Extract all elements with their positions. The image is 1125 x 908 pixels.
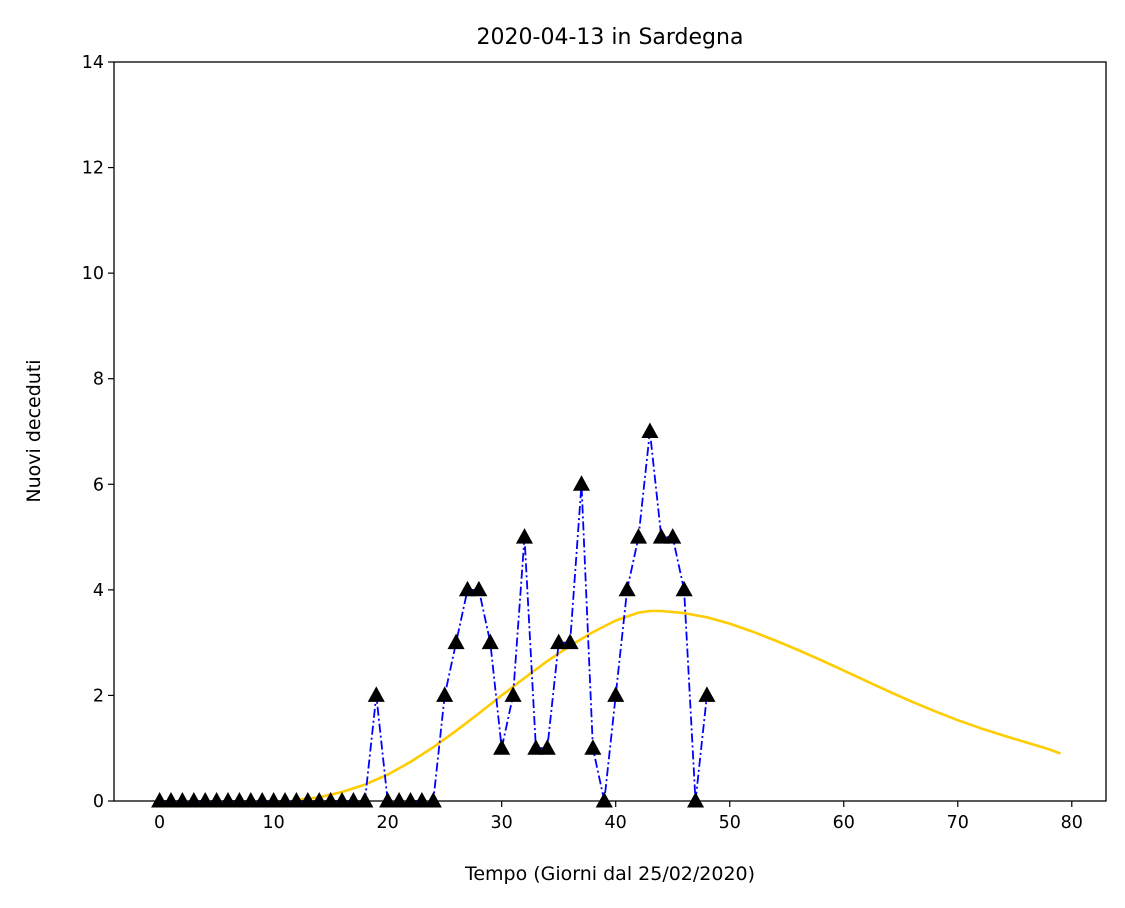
- chart-title: 2020-04-13 in Sardegna: [477, 25, 744, 50]
- x-tick-label: 60: [833, 813, 855, 833]
- data-point-marker: [470, 580, 488, 597]
- y-axis: 0 2 4 6 8 10 12 14: [82, 53, 114, 812]
- data-point-marker: [630, 528, 648, 544]
- y-tick-label: 2: [93, 686, 104, 706]
- x-tick-label: 20: [377, 813, 399, 833]
- data-point-marker: [618, 580, 636, 597]
- data-point-marker: [607, 686, 625, 702]
- data-point-marker: [185, 792, 203, 808]
- x-tick-label: 10: [262, 813, 284, 833]
- data-point-marker: [561, 633, 579, 650]
- x-tick-label: 50: [719, 813, 741, 833]
- data-point-marker: [515, 528, 533, 544]
- data-point-marker: [458, 580, 476, 597]
- data-point-marker: [390, 792, 408, 808]
- data-point-marker: [322, 792, 340, 808]
- data-point-marker: [652, 528, 670, 544]
- data-point-marker: [584, 739, 602, 755]
- data-point-marker: [424, 792, 442, 808]
- y-axis-label: Nuovi deceduti: [23, 359, 45, 502]
- data-point-marker: [572, 475, 590, 491]
- y-tick-label: 4: [93, 581, 104, 601]
- data-point-marker: [698, 686, 716, 702]
- x-tick-label: 0: [154, 813, 165, 833]
- data-point-marker: [641, 422, 659, 438]
- data-point-marker: [538, 739, 556, 755]
- data-point-marker: [265, 792, 283, 808]
- data-point-marker: [162, 792, 180, 808]
- data-point-marker: [333, 792, 351, 808]
- data-point-marker: [173, 792, 191, 808]
- x-axis-label: Tempo (Giorni dal 25/02/2020): [464, 863, 755, 885]
- data-point-marker: [208, 792, 226, 808]
- data-point-marker: [219, 792, 237, 808]
- data-point-marker: [230, 792, 248, 808]
- y-tick-label: 12: [82, 159, 104, 179]
- data-point-marker: [447, 633, 465, 650]
- data-point-marker: [687, 792, 705, 808]
- data-point-marker: [595, 792, 613, 808]
- x-axis: 0 10 20 30 40 50 60 70 80: [154, 801, 1083, 833]
- data-point-marker: [356, 792, 374, 808]
- data-point-marker: [196, 792, 214, 808]
- data-point-marker: [675, 580, 693, 597]
- data-point-marker: [287, 792, 305, 808]
- data-point-marker: [493, 739, 511, 755]
- plot-frame: [113, 61, 1107, 802]
- x-tick-label: 70: [947, 813, 969, 833]
- data-point-marker: [242, 792, 260, 808]
- data-point-marker: [299, 792, 317, 808]
- data-point-marker: [504, 686, 522, 702]
- data-point-marker: [550, 633, 568, 650]
- y-tick-label: 14: [82, 53, 104, 73]
- data-point-marker: [151, 792, 169, 808]
- y-tick-label: 8: [93, 370, 104, 390]
- data-point-marker: [481, 633, 499, 650]
- data-point-marker: [401, 792, 419, 808]
- data-point-marker: [379, 792, 397, 808]
- data-point-marker: [310, 792, 328, 808]
- data-point-marker: [527, 739, 545, 755]
- data-point-marker: [664, 528, 682, 544]
- data-point-marker: [253, 792, 271, 808]
- x-tick-label: 30: [491, 813, 513, 833]
- data-point-marker: [344, 792, 362, 808]
- x-tick-label: 80: [1061, 813, 1083, 833]
- data-point-marker: [367, 686, 385, 702]
- x-tick-label: 40: [605, 813, 627, 833]
- y-tick-label: 6: [93, 475, 104, 495]
- data-point-marker: [413, 792, 431, 808]
- data-point-marker: [276, 792, 294, 808]
- y-tick-label: 0: [93, 792, 104, 812]
- data-point-marker: [436, 686, 454, 702]
- series-fit-line: [296, 609, 1061, 802]
- y-tick-label: 10: [82, 264, 104, 284]
